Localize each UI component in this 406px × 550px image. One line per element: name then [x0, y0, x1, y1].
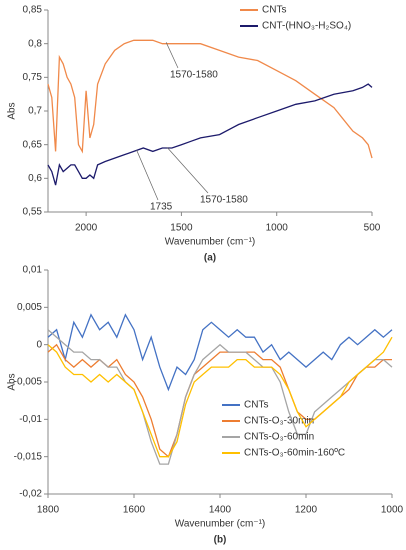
panel-label: (a) [204, 253, 216, 264]
x-tick-label: 1000 [266, 223, 289, 234]
y-tick-label: -0,015 [14, 451, 43, 462]
legend-label: CNTs [244, 400, 268, 411]
panel-label: (b) [214, 535, 227, 546]
x-tick-label: 500 [364, 223, 381, 234]
legend-label: CNTs-O₃-60min [244, 432, 314, 443]
series-line [47, 83, 373, 186]
x-tick-label: 1500 [170, 223, 193, 234]
x-tick-label: 1400 [209, 505, 232, 516]
x-axis-title: Wavenumber (cm⁻¹) [175, 519, 265, 530]
y-tick-label: 0,65 [23, 139, 43, 150]
y-tick-label: 0,01 [23, 265, 43, 276]
series-line [47, 329, 393, 465]
y-tick-label: 0,005 [17, 302, 42, 313]
y-tick-label: -0,02 [19, 489, 42, 500]
legend-label: CNT-(HNO₃-H₂SO₄) [262, 21, 351, 32]
annotation-leader [136, 149, 159, 201]
legend-label: CNTs [262, 5, 286, 16]
annotation-leader [165, 42, 179, 69]
x-tick-label: 1000 [381, 505, 404, 516]
series-line [47, 39, 373, 159]
x-tick-label: 1600 [123, 505, 146, 516]
y-tick-label: 0,55 [23, 207, 43, 218]
y-tick-label: 0,75 [23, 72, 43, 83]
y-tick-label: -0,01 [19, 414, 42, 425]
x-tick-label: 1200 [295, 505, 318, 516]
y-axis-title: Abs [7, 373, 18, 390]
y-tick-label: -0,005 [14, 377, 43, 388]
x-axis-title: Wavenumber (cm⁻¹) [165, 237, 255, 248]
series-line [47, 313, 393, 392]
annotation-leader [166, 147, 209, 194]
annotation: 1570-1580 [200, 195, 248, 206]
series-line [47, 343, 392, 458]
y-tick-label: 0,85 [23, 5, 43, 16]
y-tick-label: 0,8 [28, 38, 42, 49]
y-tick-label: 0,6 [28, 173, 42, 184]
series-line [47, 336, 393, 458]
y-tick-label: 0 [36, 339, 42, 350]
annotation: 1735 [150, 202, 173, 213]
annotation: 1570-1580 [170, 70, 218, 81]
y-axis-title: Abs [7, 102, 18, 119]
legend-label: CNTs-O₃-30min [244, 416, 314, 427]
x-tick-label: 1800 [37, 505, 60, 516]
legend-label: CNTs-O₃-60min-160ºC [244, 448, 345, 459]
x-tick-label: 2000 [75, 223, 98, 234]
y-tick-label: 0,7 [28, 106, 42, 117]
